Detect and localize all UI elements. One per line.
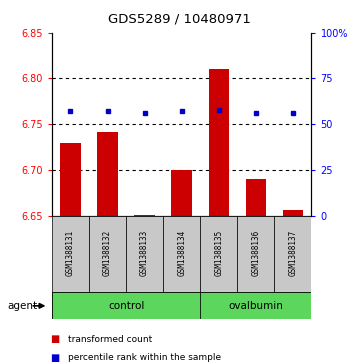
Bar (200, 216, 237, 292)
Text: GSM1388133: GSM1388133 (140, 229, 149, 276)
Bar (200, 292, 311, 319)
Text: GSM1388137: GSM1388137 (289, 229, 297, 276)
Text: GSM1388132: GSM1388132 (103, 229, 112, 276)
Text: transformed count: transformed count (68, 335, 152, 344)
Text: ■: ■ (50, 352, 59, 363)
Bar (237, 216, 274, 292)
Bar (126, 216, 163, 292)
Bar (283, 209, 303, 216)
Bar (134, 215, 155, 216)
Bar (52, 216, 89, 292)
Text: agent: agent (7, 301, 37, 311)
Bar (52, 292, 200, 319)
Text: GSM1388134: GSM1388134 (177, 229, 186, 276)
Bar (97, 132, 118, 216)
Text: GSM1388131: GSM1388131 (66, 229, 75, 276)
Text: ovalbumin: ovalbumin (228, 301, 283, 311)
Bar (274, 216, 311, 292)
Text: GSM1388136: GSM1388136 (251, 229, 260, 276)
Bar (171, 170, 192, 216)
Bar (60, 143, 81, 216)
Bar (163, 216, 200, 292)
Text: GSM1388135: GSM1388135 (214, 229, 223, 276)
Bar (209, 69, 229, 216)
Text: percentile rank within the sample: percentile rank within the sample (68, 353, 221, 362)
Text: control: control (108, 301, 144, 311)
Bar (246, 179, 266, 216)
Text: GDS5289 / 10480971: GDS5289 / 10480971 (107, 13, 251, 26)
Bar (89, 216, 126, 292)
Text: ■: ■ (50, 334, 59, 344)
